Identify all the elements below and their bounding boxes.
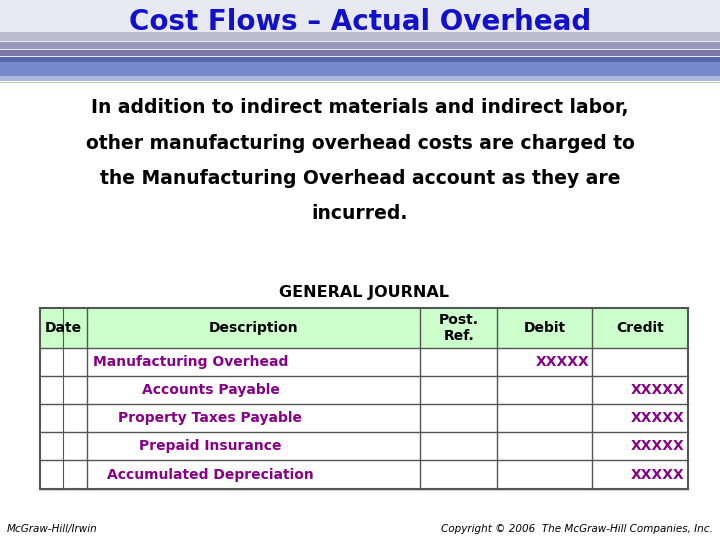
Text: Prepaid Insurance: Prepaid Insurance xyxy=(139,440,282,454)
Text: Property Taxes Payable: Property Taxes Payable xyxy=(119,411,302,425)
Text: Manufacturing Overhead: Manufacturing Overhead xyxy=(93,355,288,369)
Text: incurred.: incurred. xyxy=(312,204,408,223)
Text: GENERAL JOURNAL: GENERAL JOURNAL xyxy=(279,285,449,300)
Bar xyxy=(0,57,720,62)
Text: Debit: Debit xyxy=(523,321,566,335)
Text: XXXXX: XXXXX xyxy=(631,440,685,454)
Bar xyxy=(40,308,688,489)
Text: XXXXX: XXXXX xyxy=(631,411,685,425)
Text: Accumulated Depreciation: Accumulated Depreciation xyxy=(107,468,314,482)
Bar xyxy=(40,376,688,404)
Text: Credit: Credit xyxy=(616,321,664,335)
Text: In addition to indirect materials and indirect labor,: In addition to indirect materials and in… xyxy=(91,98,629,118)
Bar xyxy=(0,32,720,40)
Text: the Manufacturing Overhead account as they are: the Manufacturing Overhead account as th… xyxy=(100,168,620,188)
Text: XXXXX: XXXXX xyxy=(536,355,590,369)
Text: Date: Date xyxy=(45,321,82,335)
Text: other manufacturing overhead costs are charged to: other manufacturing overhead costs are c… xyxy=(86,133,634,153)
Bar xyxy=(40,348,688,376)
Bar xyxy=(40,308,688,348)
Bar xyxy=(0,42,720,49)
Text: Accounts Payable: Accounts Payable xyxy=(142,383,279,397)
Text: XXXXX: XXXXX xyxy=(631,383,685,397)
Text: XXXXX: XXXXX xyxy=(631,468,685,482)
Bar xyxy=(40,404,688,432)
Bar xyxy=(0,76,720,81)
Text: Cost Flows – Actual Overhead: Cost Flows – Actual Overhead xyxy=(129,8,591,36)
Bar xyxy=(0,62,720,77)
Bar xyxy=(0,50,720,56)
Text: McGraw-Hill/Irwin: McGraw-Hill/Irwin xyxy=(7,523,98,534)
Bar xyxy=(0,0,720,68)
Text: Description: Description xyxy=(209,321,299,335)
Text: Copyright © 2006  The McGraw-Hill Companies, Inc.: Copyright © 2006 The McGraw-Hill Compani… xyxy=(441,523,713,534)
Bar xyxy=(40,432,688,461)
Text: Post.
Ref.: Post. Ref. xyxy=(438,313,479,343)
Bar xyxy=(40,461,688,489)
